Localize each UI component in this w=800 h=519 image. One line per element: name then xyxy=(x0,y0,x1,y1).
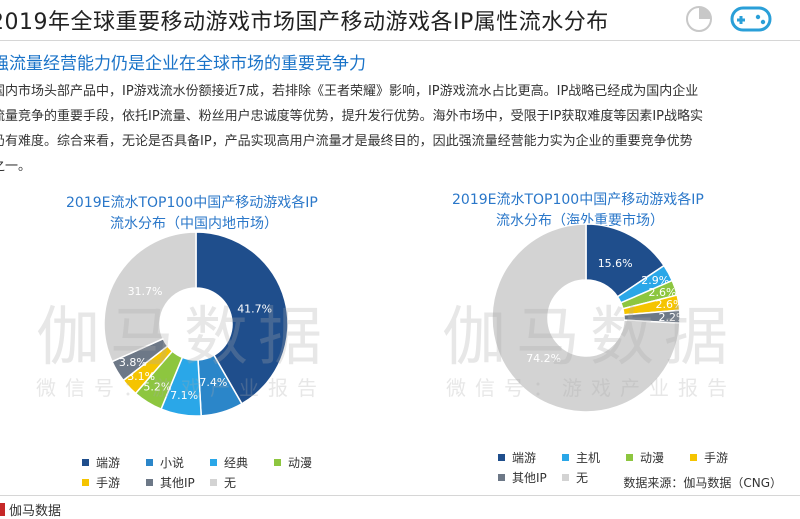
legend-item: 无 xyxy=(210,474,274,491)
body-line: 仍有难度。综合来看，无论是否具备IP，产品实现高用户流量才是最终目的，因此强流量… xyxy=(0,134,693,149)
body-line: 之一。 xyxy=(0,159,32,174)
brand-logo: 伽马数据 xyxy=(0,500,61,519)
legend-label: 动漫 xyxy=(288,455,313,470)
legend-label: 端游 xyxy=(96,455,121,470)
legend-row: 端游 小说 经典 动漫 xyxy=(82,452,338,472)
slice-value-label: 2.6% xyxy=(649,286,677,299)
pie-slice xyxy=(103,231,197,363)
legend-label: 动漫 xyxy=(640,450,665,465)
chart-title-line: 2019E流水TOP100中国产移动游戏各IP xyxy=(452,192,704,208)
brand-name: 伽马数据 xyxy=(9,504,62,519)
legend-swatch xyxy=(146,478,153,486)
chart-title-overseas: 2019E流水TOP100中国产移动游戏各IP 流水分布（海外重要市场） xyxy=(452,190,704,232)
slice-value-label: 3.1% xyxy=(127,370,155,383)
legend-row: 其他IP 无 xyxy=(498,467,754,487)
legend-item: 经典 xyxy=(210,454,274,471)
slice-value-label: 7.1% xyxy=(170,389,198,402)
slice-value-label: 2.2% xyxy=(658,311,686,324)
legend-mainland: 端游 小说 经典 动漫手游 其他IP 无 xyxy=(82,452,338,492)
chart-title-line: 流水分布（中国内地市场） xyxy=(110,216,278,232)
slice-value-label: 2.6% xyxy=(655,298,683,311)
slice-value-label: 2.9% xyxy=(641,274,669,287)
legend-item: 主机 xyxy=(562,449,626,466)
pie-slice xyxy=(195,231,289,405)
slice-value-label: 74.2% xyxy=(526,352,561,365)
legend-row: 端游 主机 动漫 手游 xyxy=(498,447,754,467)
legend-swatch xyxy=(210,478,217,486)
legend-swatch xyxy=(82,478,89,486)
section-subtitle: 强流量经营能力仍是企业在全球市场的重要竞争力 xyxy=(0,54,366,74)
legend-item: 手游 xyxy=(690,449,754,466)
legend-item: 手游 xyxy=(82,474,146,491)
legend-label: 手游 xyxy=(96,475,121,490)
legend-label: 小说 xyxy=(160,455,185,470)
chart-title-mainland: 2019E流水TOP100中国产移动游戏各IP 流水分布（中国内地市场） xyxy=(66,193,318,235)
legend-swatch xyxy=(626,453,633,461)
legend-label: 其他IP xyxy=(160,475,195,490)
legend-label: 手游 xyxy=(704,450,729,465)
legend-swatch xyxy=(274,458,281,466)
legend-item: 其他IP xyxy=(498,469,562,486)
slice-value-label: 41.7% xyxy=(237,302,272,315)
legend-item: 动漫 xyxy=(626,449,690,466)
data-source: 数据来源：伽马数据（CNG） xyxy=(623,476,782,490)
legend-label: 端游 xyxy=(512,450,537,465)
legend-item: 其他IP xyxy=(146,474,210,491)
legend-label: 主机 xyxy=(576,450,601,465)
legend-swatch xyxy=(498,473,505,481)
chart-title-line: 流水分布（海外重要市场） xyxy=(496,213,664,229)
footer-divider xyxy=(0,495,800,496)
legend-swatch xyxy=(562,473,569,481)
title-divider xyxy=(0,40,800,41)
chart-title-line: 2019E流水TOP100中国产移动游戏各IP xyxy=(66,195,318,211)
legend-swatch xyxy=(82,458,89,466)
pie-chart-icon[interactable] xyxy=(684,4,714,34)
slice-value-label: 31.7% xyxy=(128,285,163,298)
legend-swatch xyxy=(498,453,505,461)
slice-value-label: 7.4% xyxy=(199,376,227,389)
legend-overseas: 端游 主机 动漫 手游其他IP 无 xyxy=(498,447,754,487)
legend-swatch xyxy=(146,458,153,466)
slice-value-label: 3.8% xyxy=(119,356,147,369)
gamepad-icon[interactable] xyxy=(730,4,772,34)
slice-value-label: 15.6% xyxy=(598,257,633,270)
page-title: 2019年全球重要移动游戏市场国产移动游戏各IP属性流水分布 xyxy=(0,10,609,35)
legend-swatch xyxy=(562,453,569,461)
body-line: 流量竞争的重要手段，依托IP流量、粉丝用户忠诚度等优势，提升发行优势。海外市场中… xyxy=(0,109,704,124)
legend-item: 无 xyxy=(562,469,626,486)
body-line: 国内市场头部产品中，IP游戏流水份额接近7成，若排除《王者荣耀》影响，IP游戏流… xyxy=(0,84,699,99)
legend-swatch xyxy=(690,453,697,461)
legend-row: 手游 其他IP 无 xyxy=(82,472,338,492)
legend-swatch xyxy=(210,458,217,466)
logo-mark-icon xyxy=(0,503,5,516)
slice-value-label: 5.2% xyxy=(143,381,171,394)
legend-label: 无 xyxy=(576,470,589,485)
legend-item: 端游 xyxy=(498,449,562,466)
legend-item: 动漫 xyxy=(274,454,338,471)
header-icons xyxy=(684,4,772,34)
body-paragraph: 国内市场头部产品中，IP游戏流水份额接近7成，若排除《王者荣耀》影响，IP游戏流… xyxy=(0,79,800,179)
legend-item: 小说 xyxy=(146,454,210,471)
legend-label: 无 xyxy=(224,475,237,490)
pie-slice xyxy=(491,223,681,413)
legend-label: 经典 xyxy=(224,455,249,470)
legend-label: 其他IP xyxy=(512,470,547,485)
legend-item: 端游 xyxy=(82,454,146,471)
